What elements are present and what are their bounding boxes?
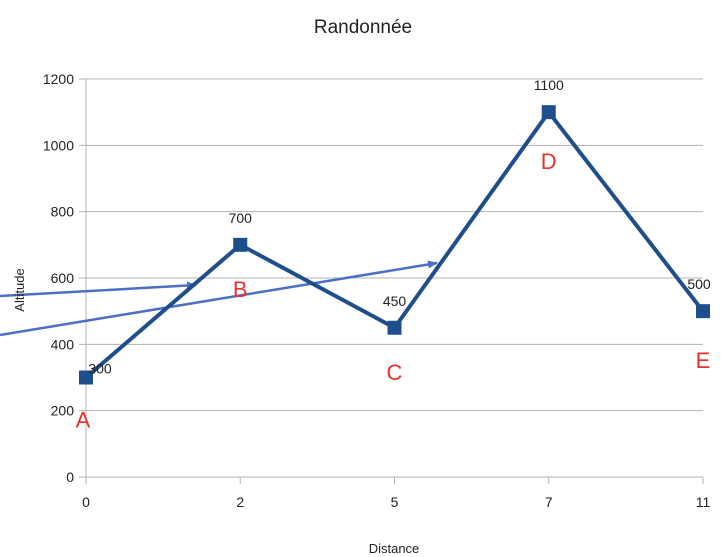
point-letter-label: D bbox=[541, 149, 557, 174]
data-point bbox=[696, 304, 710, 319]
chart-title: Randonnée bbox=[314, 17, 412, 38]
x-tick-label: 0 bbox=[82, 494, 90, 510]
data-label: 1100 bbox=[534, 77, 564, 93]
x-tick-label: 5 bbox=[391, 494, 399, 510]
data-point bbox=[233, 237, 248, 252]
data-label: 500 bbox=[687, 276, 711, 292]
series-line bbox=[84, 110, 705, 380]
y-axis-title: Altitude bbox=[12, 268, 27, 311]
data-label: 450 bbox=[383, 293, 407, 309]
series-altitude bbox=[79, 105, 710, 385]
annotation-arrows bbox=[0, 260, 438, 337]
y-tick-label: 1200 bbox=[43, 71, 74, 87]
data-point bbox=[541, 105, 556, 120]
y-tick-label: 1000 bbox=[43, 137, 74, 153]
point-letter-label: E bbox=[696, 348, 711, 373]
annotation-arrow-to-climb bbox=[0, 260, 438, 337]
x-axis-title: Distance bbox=[369, 541, 420, 556]
annotation-arrow-to-b bbox=[0, 281, 197, 298]
y-tick-label: 0 bbox=[66, 469, 74, 485]
point-letter-label: A bbox=[76, 408, 91, 433]
y-tick-label: 200 bbox=[51, 403, 75, 419]
y-tick-label: 600 bbox=[51, 270, 75, 286]
x-tick-label: 7 bbox=[545, 494, 553, 510]
point-letter-label: B bbox=[233, 277, 248, 302]
y-tick-label: 800 bbox=[51, 204, 75, 220]
data-point bbox=[79, 370, 93, 385]
y-tick-label: 400 bbox=[51, 336, 75, 352]
data-label: 700 bbox=[229, 210, 253, 226]
gridlines bbox=[79, 78, 703, 478]
x-axis-ticks: 0 2 5 7 11 bbox=[82, 477, 710, 510]
data-point bbox=[387, 320, 402, 335]
y-axis-ticks: 0 200 400 600 800 1000 1200 bbox=[43, 71, 74, 485]
data-label: 300 bbox=[88, 361, 112, 377]
point-letter-label: C bbox=[387, 360, 403, 385]
data-labels: 300 A 700 B 450 C 1100 D 500 E bbox=[76, 77, 711, 432]
x-tick-label: 11 bbox=[696, 494, 711, 510]
x-tick-label: 2 bbox=[236, 494, 244, 510]
